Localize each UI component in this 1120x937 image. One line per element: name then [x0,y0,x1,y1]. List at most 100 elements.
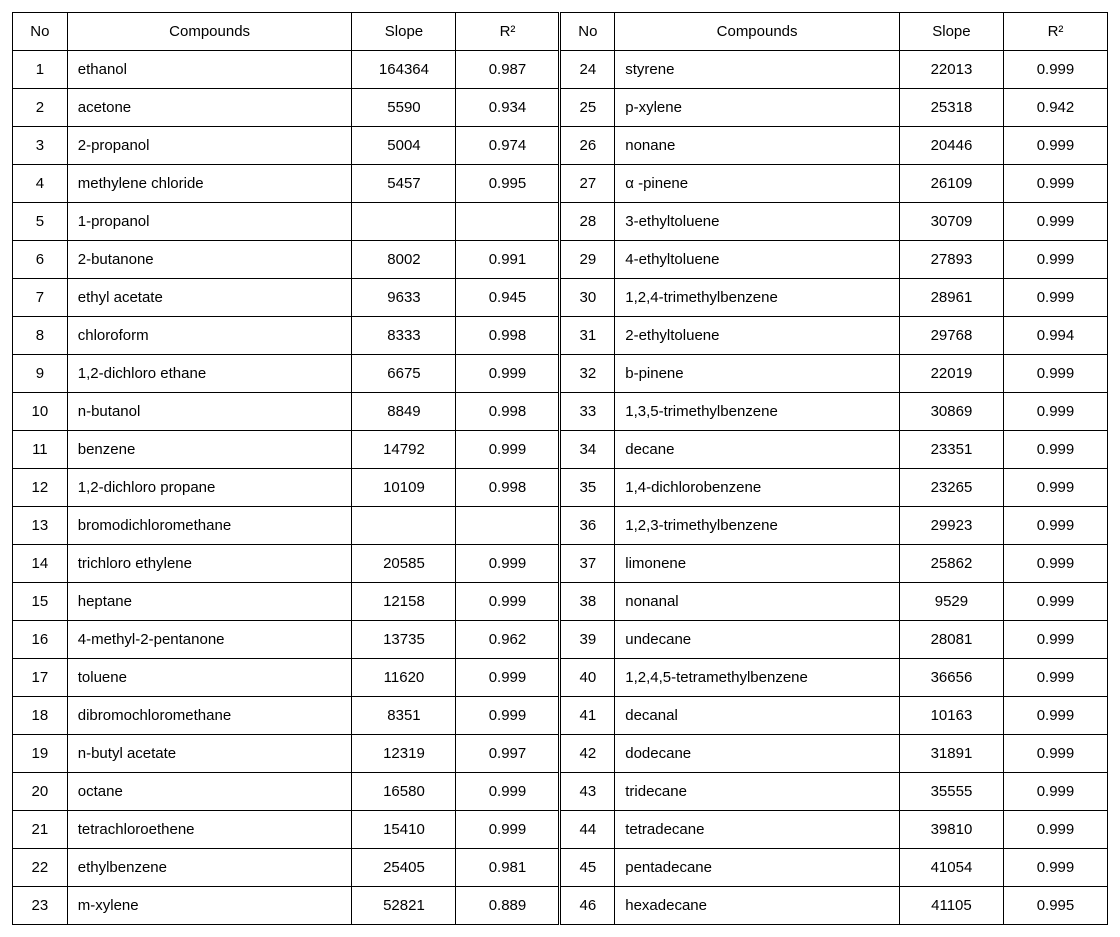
cell-no: 19 [13,735,68,773]
cell-no: 45 [560,849,615,887]
cell-r2: 0.999 [456,659,560,697]
cell-r2: 0.999 [456,355,560,393]
cell-no: 3 [13,127,68,165]
cell-slope: 12158 [352,583,456,621]
cell-no: 16 [13,621,68,659]
cell-slope: 14792 [352,431,456,469]
cell-compound: methylene chloride [67,165,352,203]
cell-no: 20 [13,773,68,811]
cell-slope: 22019 [899,355,1003,393]
cell-r2: 0.999 [1003,507,1107,545]
cell-compound: chloroform [67,317,352,355]
cell-slope: 36656 [899,659,1003,697]
cell-slope: 8849 [352,393,456,431]
cell-compound: 1,3,5-trimethylbenzene [615,393,900,431]
cell-compound: b-pinene [615,355,900,393]
table-row: 20octane165800.99943tridecane355550.999 [13,773,1108,811]
table-row: 18dibromochloromethane83510.99941decanal… [13,697,1108,735]
cell-no: 25 [560,89,615,127]
cell-no: 26 [560,127,615,165]
cell-no: 14 [13,545,68,583]
cell-compound: acetone [67,89,352,127]
cell-r2: 0.999 [1003,393,1107,431]
cell-r2: 0.999 [456,583,560,621]
cell-compound: benzene [67,431,352,469]
cell-compound: 1,2,4,5-tetramethylbenzene [615,659,900,697]
cell-no: 30 [560,279,615,317]
cell-compound: 1-propanol [67,203,352,241]
cell-compound: 2-ethyltoluene [615,317,900,355]
cell-r2: 0.999 [456,773,560,811]
cell-slope: 30709 [899,203,1003,241]
table-row: 4methylene chloride54570.99527 α -pinene… [13,165,1108,203]
cell-compound: 3-ethyltoluene [615,203,900,241]
cell-r2 [456,507,560,545]
cell-r2: 0.999 [1003,165,1107,203]
col-compounds-left: Compounds [67,13,352,51]
cell-slope: 164364 [352,51,456,89]
cell-r2: 0.934 [456,89,560,127]
cell-no: 37 [560,545,615,583]
compounds-table: No Compounds Slope R² No Compounds Slope… [12,12,1108,925]
cell-slope: 12319 [352,735,456,773]
cell-no: 43 [560,773,615,811]
table-row: 62-butanone80020.991294-ethyltoluene2789… [13,241,1108,279]
cell-no: 34 [560,431,615,469]
cell-slope: 41054 [899,849,1003,887]
cell-slope: 9529 [899,583,1003,621]
cell-no: 2 [13,89,68,127]
cell-slope: 28081 [899,621,1003,659]
cell-no: 7 [13,279,68,317]
cell-no: 17 [13,659,68,697]
cell-compound: 1,2-dichloro ethane [67,355,352,393]
cell-r2: 0.999 [1003,431,1107,469]
cell-slope: 11620 [352,659,456,697]
cell-slope: 10163 [899,697,1003,735]
cell-compound: trichloro ethylene [67,545,352,583]
cell-compound: α -pinene [615,165,900,203]
cell-compound: limonene [615,545,900,583]
cell-compound: bromodichloromethane [67,507,352,545]
cell-compound: tetrachloroethene [67,811,352,849]
cell-no: 24 [560,51,615,89]
cell-compound: undecane [615,621,900,659]
cell-slope [352,203,456,241]
cell-slope: 23265 [899,469,1003,507]
cell-r2: 0.999 [1003,203,1107,241]
table-row: 121,2-dichloro propane101090.998351,4-di… [13,469,1108,507]
col-slope-right: Slope [899,13,1003,51]
cell-compound: ethylbenzene [67,849,352,887]
table-row: 21tetrachloroethene154100.99944tetradeca… [13,811,1108,849]
header-row: No Compounds Slope R² No Compounds Slope… [13,13,1108,51]
cell-compound: tridecane [615,773,900,811]
cell-r2: 0.998 [456,469,560,507]
cell-no: 36 [560,507,615,545]
cell-slope: 41105 [899,887,1003,925]
cell-compound: hexadecane [615,887,900,925]
cell-slope: 5457 [352,165,456,203]
cell-no: 10 [13,393,68,431]
cell-slope: 23351 [899,431,1003,469]
cell-r2: 0.999 [1003,583,1107,621]
cell-slope [352,507,456,545]
cell-r2: 0.999 [1003,811,1107,849]
cell-no: 1 [13,51,68,89]
cell-compound: dodecane [615,735,900,773]
cell-r2: 0.999 [1003,697,1107,735]
cell-slope: 25405 [352,849,456,887]
cell-r2: 0.994 [1003,317,1107,355]
cell-no: 29 [560,241,615,279]
cell-compound: nonanal [615,583,900,621]
cell-r2: 0.999 [456,811,560,849]
cell-slope: 30869 [899,393,1003,431]
cell-compound: styrene [615,51,900,89]
cell-slope: 5004 [352,127,456,165]
cell-r2: 0.997 [456,735,560,773]
cell-r2 [456,203,560,241]
cell-compound: tetradecane [615,811,900,849]
table-row: 19n-butyl acetate123190.99742dodecane318… [13,735,1108,773]
cell-r2: 0.962 [456,621,560,659]
cell-compound: octane [67,773,352,811]
cell-compound: 4-ethyltoluene [615,241,900,279]
cell-no: 12 [13,469,68,507]
